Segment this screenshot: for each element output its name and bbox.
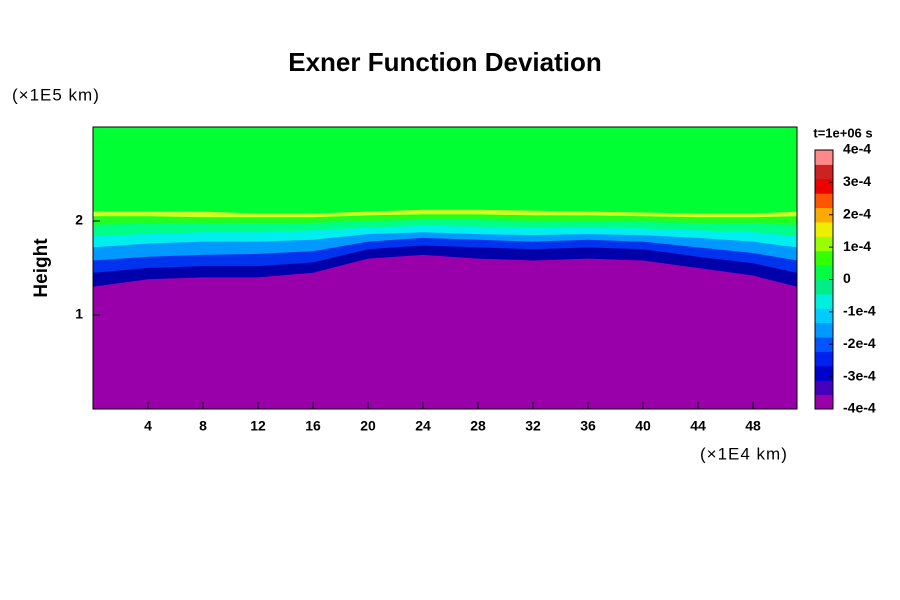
colorbar-swatch — [815, 207, 833, 223]
colorbar-swatch — [815, 178, 833, 194]
x-tick-label: 36 — [580, 418, 596, 434]
colorbar-swatch — [815, 380, 833, 396]
plot-frame — [92, 126, 798, 410]
x-tick-label: 4 — [144, 418, 152, 434]
colorbar-tick-label: 4e-4 — [843, 141, 871, 157]
colorbar-tick-label: 3e-4 — [843, 173, 871, 189]
colorbar-swatch — [815, 337, 833, 352]
x-tick-label: 8 — [199, 418, 207, 434]
chart-title: Exner Function Deviation — [288, 47, 602, 77]
x-tick-label: 48 — [745, 418, 761, 434]
colorbar-swatch — [815, 236, 833, 252]
x-tick-label: 24 — [415, 418, 431, 434]
colorbar-swatch — [815, 365, 833, 381]
colorbar-tick-label: -1e-4 — [843, 303, 876, 319]
x-tick-label: 44 — [690, 418, 706, 434]
colorbar-swatch — [815, 308, 833, 324]
colorbar-swatch — [815, 265, 833, 280]
colorbar-swatch — [815, 279, 833, 295]
x-tick-label: 32 — [525, 418, 541, 434]
colorbar-tick-label: -2e-4 — [843, 335, 876, 351]
contour-band — [93, 254, 797, 409]
colorbar-swatch — [815, 322, 833, 338]
x-tick-label: 20 — [360, 418, 376, 434]
x-unit: (×1E4 km) — [700, 444, 788, 463]
x-tick-label: 12 — [250, 418, 266, 434]
y-axis-label: Height — [31, 238, 52, 298]
colorbar-swatch — [815, 150, 833, 165]
x-tick-label: 40 — [635, 418, 651, 434]
time-label: t=1e+06 s — [813, 125, 872, 140]
x-tick-label: 16 — [305, 418, 321, 434]
y-tick-label: 2 — [75, 212, 83, 228]
x-tick-label: 28 — [470, 418, 486, 434]
colorbar-tick-label: -4e-4 — [843, 400, 876, 416]
colorbar-swatch — [815, 221, 833, 237]
colorbar-tick-label: 2e-4 — [843, 205, 871, 221]
y-tick-label: 1 — [75, 306, 83, 322]
colorbar-swatch — [815, 351, 833, 367]
colorbar-swatch — [815, 193, 833, 209]
colorbar-tick-label: 1e-4 — [843, 238, 871, 254]
colorbar-swatch — [815, 394, 833, 410]
colorbar-tick-label: 0 — [843, 270, 851, 286]
colorbar-swatch — [815, 293, 833, 309]
colorbar-swatch — [815, 250, 833, 266]
colorbar-swatch — [815, 164, 833, 180]
colorbar-tick-label: -3e-4 — [843, 367, 876, 383]
y-unit: (×1E5 km) — [12, 85, 100, 104]
